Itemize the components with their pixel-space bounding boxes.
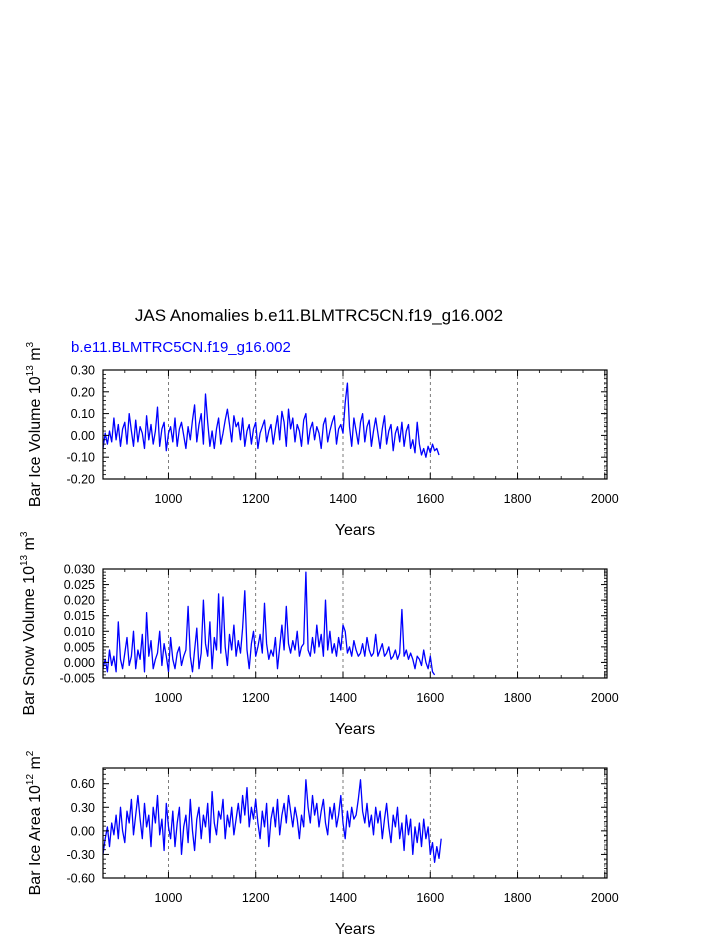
x-axis-label: Years (335, 522, 375, 539)
y-tick-label: -0.20 (67, 473, 96, 487)
figure-title: JAS Anomalies b.e11.BLMTRC5CN.f19_g16.00… (135, 306, 503, 325)
y-tick-label: 0.30 (71, 801, 95, 815)
x-tick-label: 2000 (591, 891, 619, 905)
x-tick-label: 1000 (155, 691, 183, 705)
panel-ice-volume: 1000 1200 1400 1600 1800 2000 -0.20 -0.10 0.00 0.… (25, 341, 619, 539)
x-tick-label: 2000 (591, 691, 619, 705)
y-tick-label: 0.10 (71, 407, 95, 421)
x-tick-label: 1400 (329, 492, 357, 506)
y-tick-label: 0.020 (64, 594, 95, 608)
figure-subtitle: b.e11.BLMTRC5CN.f19_g16.002 (71, 339, 291, 356)
series-line (102, 571, 436, 676)
y-tick-label: 0.20 (71, 385, 95, 399)
x-tick-label: 1800 (504, 891, 532, 905)
x-tick-label: 1600 (416, 492, 444, 506)
y-tick-label: 0.010 (64, 625, 95, 639)
y-tick-label: 0.025 (64, 578, 95, 592)
x-tick-label: 2000 (591, 492, 619, 506)
plot-frame (102, 568, 608, 679)
x-tick-label: 1200 (242, 691, 270, 705)
y-tick-label: -0.30 (67, 848, 96, 862)
plot-frame (102, 369, 608, 480)
x-tick-label: 1000 (155, 492, 183, 506)
y-tick-label: 0.60 (71, 777, 95, 791)
x-tick-label: 1600 (416, 891, 444, 905)
y-axis-label: Bar Ice Volume 1013 m3 (25, 341, 44, 507)
y-tick-label: 0.005 (64, 640, 95, 654)
y-tick-label: 0.00 (71, 429, 95, 443)
y-axis-label: Bar Ice Area 1012 m2 (25, 750, 44, 895)
series-line (102, 382, 440, 458)
x-tick-label: 1200 (242, 492, 270, 506)
y-axis-label: Bar Snow Volume 1013 m3 (19, 531, 38, 715)
plot-frame (102, 767, 608, 879)
panel-snow-volume: 1000 1200 1400 1600 1800 2000 -0.005 0.000 0.005… (19, 531, 619, 738)
x-tick-label: 1600 (416, 691, 444, 705)
x-tick-label: 1800 (504, 492, 532, 506)
y-tick-label: -0.10 (67, 451, 96, 465)
y-tick-label: 0.00 (71, 824, 95, 838)
y-tick-label: 0.000 (64, 656, 95, 670)
x-tick-label: 1800 (504, 691, 532, 705)
x-tick-label: 1400 (329, 691, 357, 705)
series-line (102, 779, 442, 863)
y-tick-label: 0.030 (64, 563, 95, 577)
y-tick-label: -0.60 (67, 872, 96, 886)
x-tick-label: 1400 (329, 891, 357, 905)
x-tick-label: 1000 (155, 891, 183, 905)
x-axis-label: Years (335, 721, 375, 738)
x-axis-label: Years (335, 921, 375, 935)
y-tick-label: -0.005 (60, 672, 95, 686)
y-tick-label: 0.30 (71, 364, 95, 378)
y-tick-label: 0.015 (64, 609, 95, 623)
panel-ice-area: 1000 1200 1400 1600 1800 2000 -0.60 -0.30 0.00 0.… (25, 750, 619, 935)
x-tick-label: 1200 (242, 891, 270, 905)
